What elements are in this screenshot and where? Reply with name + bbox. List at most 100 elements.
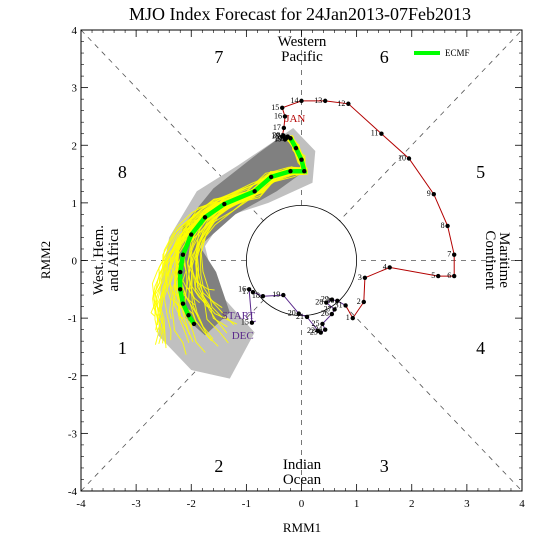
x-tick-label: 4	[519, 498, 525, 510]
december-day-label: 24	[314, 325, 322, 334]
y-tick-label: -1	[68, 313, 77, 325]
january-day-label: 19	[274, 134, 282, 143]
january-day-label: 2	[357, 297, 361, 306]
january-day-label: 6	[447, 271, 451, 280]
ecmf-forecast-point	[202, 215, 208, 220]
december-point	[281, 292, 286, 298]
december-day-label: 23	[310, 328, 318, 337]
region-west-hem-africa-line2: and Africa	[106, 228, 122, 291]
december-point	[332, 307, 337, 312]
december-day-label: 22	[307, 326, 315, 335]
december-day-label: 19	[272, 290, 280, 299]
x-axis-label: RMM1	[283, 520, 321, 535]
december-day-label: 16	[238, 284, 246, 293]
january-point	[379, 131, 384, 136]
january-day-label: 16	[274, 111, 282, 120]
january-point	[280, 105, 285, 110]
phase-number-label: 7	[214, 47, 223, 67]
january-day-label: 15	[271, 103, 279, 112]
december-day-label: 20	[288, 309, 296, 318]
january-day-label: 1	[346, 313, 350, 322]
amplitude-circle	[245, 204, 357, 316]
january-day-label: 18	[271, 132, 279, 141]
january-day-label: 8	[441, 221, 445, 230]
january-point	[281, 133, 286, 138]
december-day-label: 18	[252, 291, 260, 300]
december-point	[260, 294, 266, 299]
phase-divider-diagonal	[80, 29, 523, 492]
y-tick-label: 0	[72, 256, 78, 268]
ecmf-forecast-point	[299, 157, 304, 162]
phase-number-label: 1	[118, 338, 127, 358]
january-day-label: 14	[291, 96, 299, 105]
december-point	[329, 297, 335, 302]
legend-ecmf-label: ECMF	[445, 48, 470, 58]
december-point	[335, 298, 340, 304]
january-day-label: 13	[314, 96, 322, 105]
january-month-label: JAN	[285, 113, 305, 125]
y-tick-label: -2	[68, 371, 77, 383]
region-west-hem-africa-line1: West. Hem.	[91, 225, 107, 295]
january-day-label: 21	[275, 133, 283, 142]
region-indian-ocean-line2: Ocean	[283, 472, 322, 488]
january-point	[362, 275, 368, 280]
january-point	[436, 273, 441, 279]
x-tick-label: -2	[187, 498, 196, 510]
y-tick-label: 4	[72, 25, 78, 37]
december-point	[250, 289, 256, 295]
ecmf-forecast-point	[288, 136, 293, 141]
x-tick-label: 3	[464, 498, 470, 510]
december-day-label: 30	[326, 296, 334, 305]
phase-number-label: 2	[214, 456, 223, 476]
january-point	[406, 156, 412, 161]
region-maritime-continent-line1: Maritime	[496, 232, 512, 288]
ecmf-forecast-point	[293, 145, 299, 151]
y-tick-label: 1	[72, 198, 78, 210]
x-tick-label: 2	[409, 498, 415, 510]
x-tick-label: 0	[299, 498, 305, 510]
y-axis-label: RMM2	[38, 241, 53, 279]
december-point	[249, 320, 255, 325]
january-day-label: 11	[371, 129, 379, 138]
phase-number-label: 8	[118, 162, 127, 182]
december-point	[318, 330, 323, 335]
december-day-label: 25	[311, 319, 319, 328]
ecmf-forecast-point	[180, 252, 186, 257]
ecmf-forecast-line	[177, 137, 308, 326]
january-day-label: 22	[277, 132, 285, 141]
chart-title: MJO Index Forecast for 24Jan2013-07Feb20…	[129, 4, 471, 24]
january-point	[361, 299, 366, 305]
january-day-label: 3	[358, 273, 362, 282]
december-point	[343, 303, 348, 308]
january-day-label: 7	[447, 250, 451, 259]
region-indian-ocean-line1: Indian	[283, 457, 322, 473]
january-day-label: 10	[398, 154, 406, 163]
y-tick-label: 2	[72, 140, 78, 152]
december-month-label: DEC	[232, 330, 254, 342]
x-tick-label: -3	[132, 498, 142, 510]
start-label: START	[222, 310, 256, 322]
ecmf-forecast-point	[222, 201, 227, 207]
december-day-label: 29	[321, 295, 329, 304]
december-day-label: 27	[324, 304, 332, 313]
x-tick-label: -4	[76, 498, 86, 510]
january-point	[451, 273, 457, 279]
phase-number-label: 6	[380, 47, 389, 67]
region-western-pacific-line2: Pacific	[281, 49, 323, 65]
january-day-label: 20	[272, 130, 280, 139]
december-day-label: 15	[241, 318, 249, 327]
december-day-label: 31	[335, 300, 343, 309]
december-point	[320, 321, 325, 327]
y-tick-label: -4	[68, 486, 78, 498]
ecmf-forecast-point	[178, 269, 183, 275]
january-day-label: 12	[337, 99, 345, 108]
ecmf-forecast-point	[178, 287, 183, 292]
january-point	[282, 114, 288, 119]
region-western-pacific-line1: Western	[278, 34, 327, 50]
january-day-label: 5	[431, 271, 435, 280]
december-day-label: 17	[242, 287, 250, 296]
january-point	[281, 125, 287, 131]
ecmf-forecast-point	[302, 168, 307, 174]
